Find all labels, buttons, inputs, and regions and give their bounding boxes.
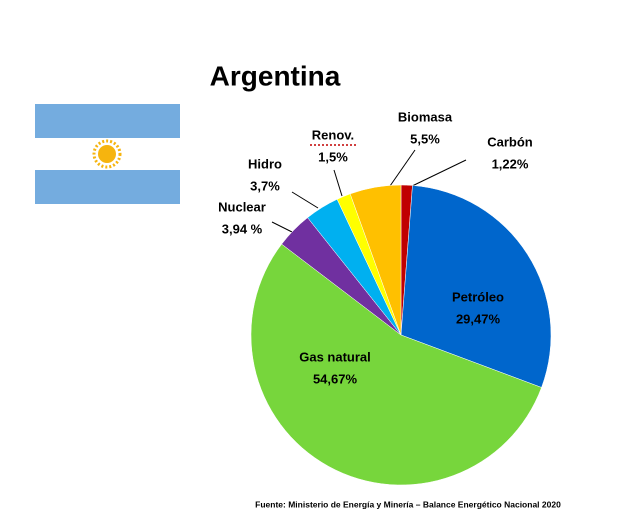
- slice-label: Renov.: [312, 127, 354, 142]
- value-label: 54,67%: [313, 371, 358, 386]
- flag: [35, 104, 180, 204]
- source-note: Fuente: Ministerio de Energía y Minería …: [255, 499, 561, 509]
- slice-label: Nuclear: [218, 199, 266, 214]
- value-label: 3,7%: [250, 178, 280, 193]
- pie-slice: [349, 184, 402, 336]
- slice-label: Gas natural: [299, 349, 371, 364]
- slice-label: Hidro: [248, 156, 282, 171]
- value-label: 3,94 %: [222, 221, 263, 236]
- chart-title: Argentina: [210, 60, 341, 91]
- value-label: 1,5%: [318, 149, 348, 164]
- slice-label: Carbón: [487, 134, 533, 149]
- value-label: 1,22%: [492, 156, 529, 171]
- slice-label: Petróleo: [452, 289, 504, 304]
- leader-lines: [271, 149, 467, 233]
- value-label: 29,47%: [456, 311, 501, 326]
- pie-slice: [400, 185, 552, 388]
- slice-label: Biomasa: [398, 109, 453, 124]
- pie-slice: [250, 243, 542, 486]
- value-label: 5,5%: [410, 131, 440, 146]
